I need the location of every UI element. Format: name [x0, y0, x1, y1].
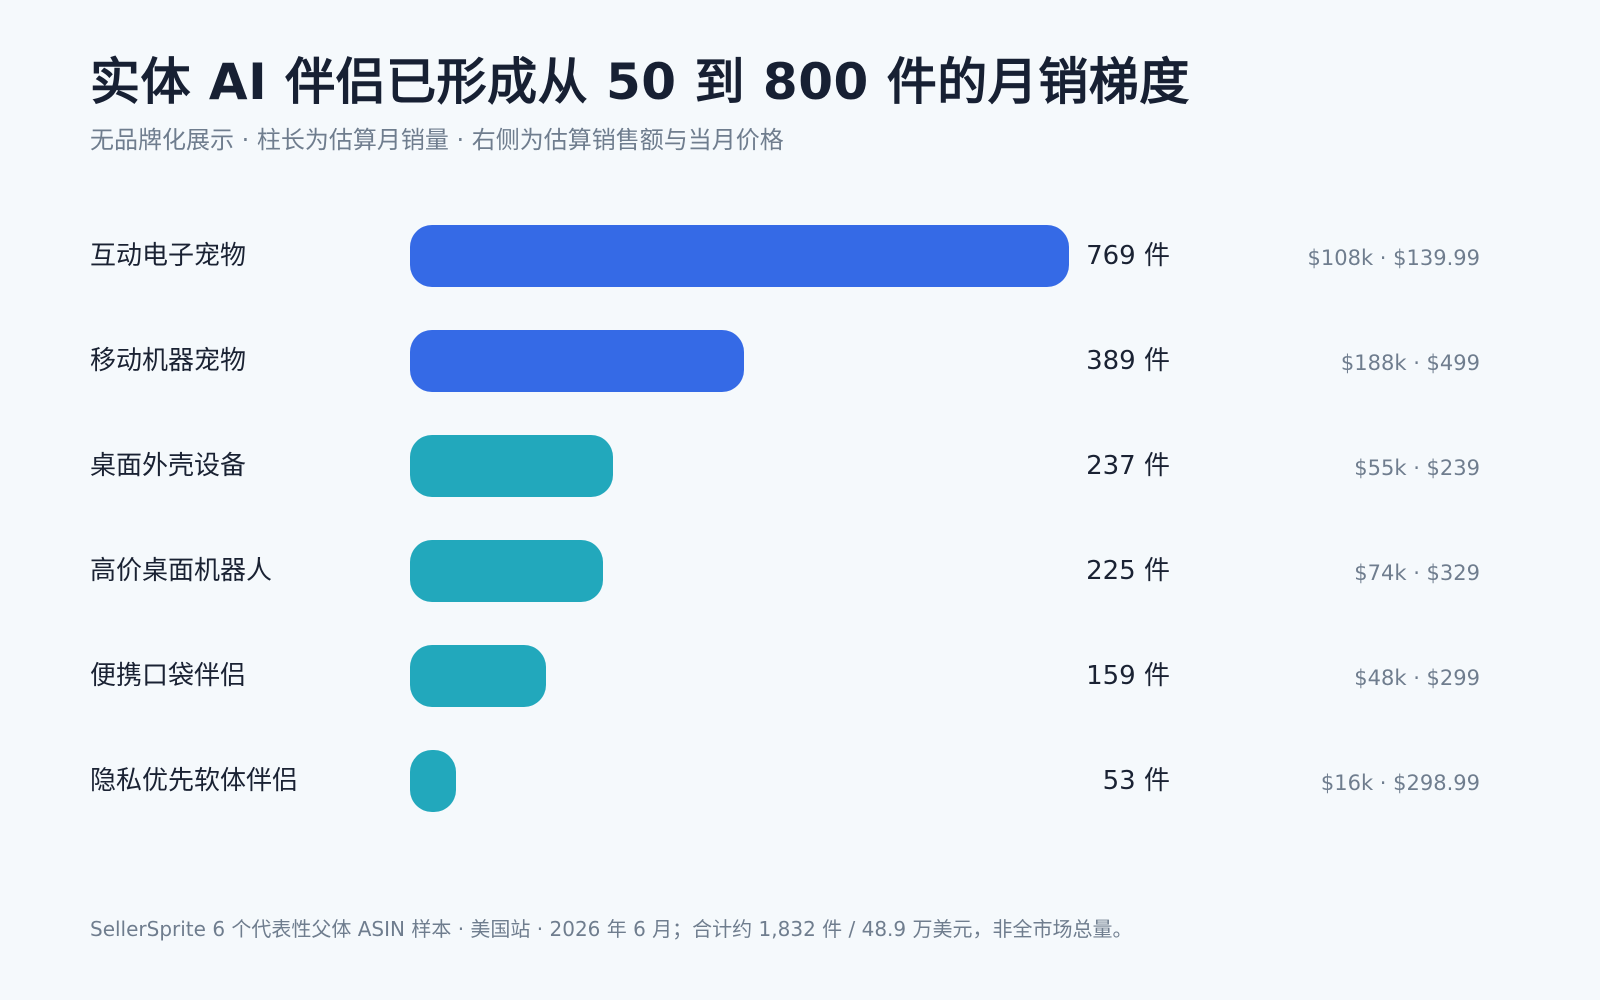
- bar: [410, 435, 614, 497]
- category-label: 高价桌面机器人: [90, 556, 273, 586]
- bar: [410, 750, 456, 812]
- bar: [410, 540, 603, 602]
- bar-row: 隐私优先软体伴侣 53 件 $16k · $298.99: [0, 750, 1600, 812]
- chart-footnote: SellerSprite 6 个代表性父体 ASIN 样本 · 美国站 · 20…: [90, 917, 1133, 941]
- revenue-price-label: $188k · $499: [1340, 351, 1480, 375]
- bar-row: 高价桌面机器人 225 件 $74k · $329: [0, 540, 1600, 602]
- revenue-price-label: $74k · $329: [1354, 561, 1480, 585]
- chart-subtitle: 无品牌化展示 · 柱长为估算月销量 · 右侧为估算销售额与当月价格: [90, 126, 784, 154]
- category-label: 隐私优先软体伴侣: [90, 766, 299, 796]
- bar-row: 桌面外壳设备 237 件 $55k · $239: [0, 435, 1600, 497]
- value-label: 53 件: [1102, 766, 1170, 796]
- bar-row: 互动电子宠物 769 件 $108k · $139.99: [0, 225, 1600, 287]
- value-label: 237 件: [1086, 451, 1170, 481]
- value-label: 769 件: [1086, 241, 1170, 271]
- revenue-price-label: $48k · $299: [1354, 666, 1480, 690]
- value-label: 389 件: [1086, 346, 1170, 376]
- category-label: 桌面外壳设备: [90, 451, 247, 481]
- category-label: 便携口袋伴侣: [90, 661, 247, 691]
- value-label: 159 件: [1086, 661, 1170, 691]
- bar: [410, 330, 744, 392]
- category-label: 互动电子宠物: [90, 241, 247, 271]
- category-label: 移动机器宠物: [90, 346, 247, 376]
- revenue-price-label: $108k · $139.99: [1307, 246, 1480, 270]
- bar: [410, 225, 1070, 287]
- bar-row: 移动机器宠物 389 件 $188k · $499: [0, 330, 1600, 392]
- revenue-price-label: $55k · $239: [1354, 456, 1480, 480]
- bar-row: 便携口袋伴侣 159 件 $48k · $299: [0, 645, 1600, 707]
- chart-title: 实体 AI 伴侣已形成从 50 到 800 件的月销梯度: [90, 53, 1190, 111]
- value-label: 225 件: [1086, 556, 1170, 586]
- bar: [410, 645, 547, 707]
- revenue-price-label: $16k · $298.99: [1320, 771, 1480, 795]
